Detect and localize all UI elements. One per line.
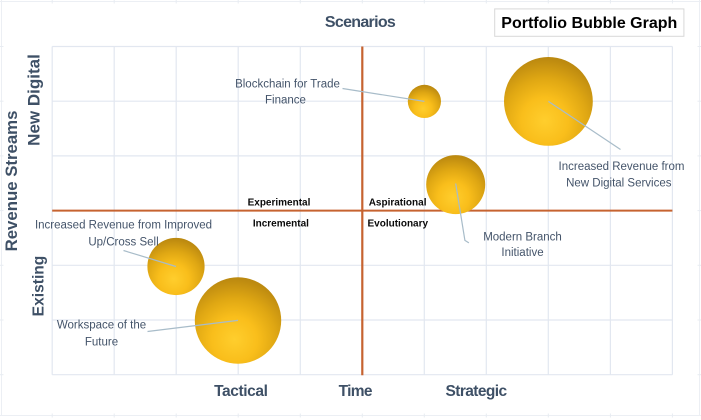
svg-text:Time: Time	[339, 383, 373, 400]
svg-text:Modern Branch: Modern Branch	[483, 231, 562, 243]
svg-text:Blockchain for Trade: Blockchain for Trade	[235, 78, 340, 90]
svg-text:Increased Revenue from Improve: Increased Revenue from Improved	[35, 219, 212, 231]
svg-text:Incremental: Incremental	[253, 218, 309, 229]
svg-text:Aspirational: Aspirational	[369, 197, 427, 208]
svg-text:New Digital Services: New Digital Services	[566, 177, 672, 189]
svg-text:Scenarios: Scenarios	[325, 14, 396, 31]
svg-text:Existing: Existing	[31, 256, 48, 317]
svg-text:Portfolio Bubble Graph: Portfolio Bubble Graph	[501, 15, 677, 32]
svg-text:Evolutionary: Evolutionary	[368, 218, 429, 229]
svg-text:Strategic: Strategic	[446, 383, 508, 400]
svg-text:Up/Cross Sell: Up/Cross Sell	[88, 236, 158, 248]
svg-text:Finance: Finance	[265, 95, 306, 107]
svg-text:Future: Future	[85, 336, 118, 348]
svg-text:Increased Revenue from: Increased Revenue from	[559, 161, 685, 173]
svg-text:Initiative: Initiative	[501, 247, 543, 259]
svg-text:Revenue Streams: Revenue Streams	[2, 111, 21, 252]
svg-text:New Digital: New Digital	[25, 54, 44, 146]
svg-text:Experimental: Experimental	[248, 197, 311, 208]
svg-text:Workspace of the: Workspace of the	[57, 320, 146, 332]
svg-text:Tactical: Tactical	[214, 383, 267, 400]
